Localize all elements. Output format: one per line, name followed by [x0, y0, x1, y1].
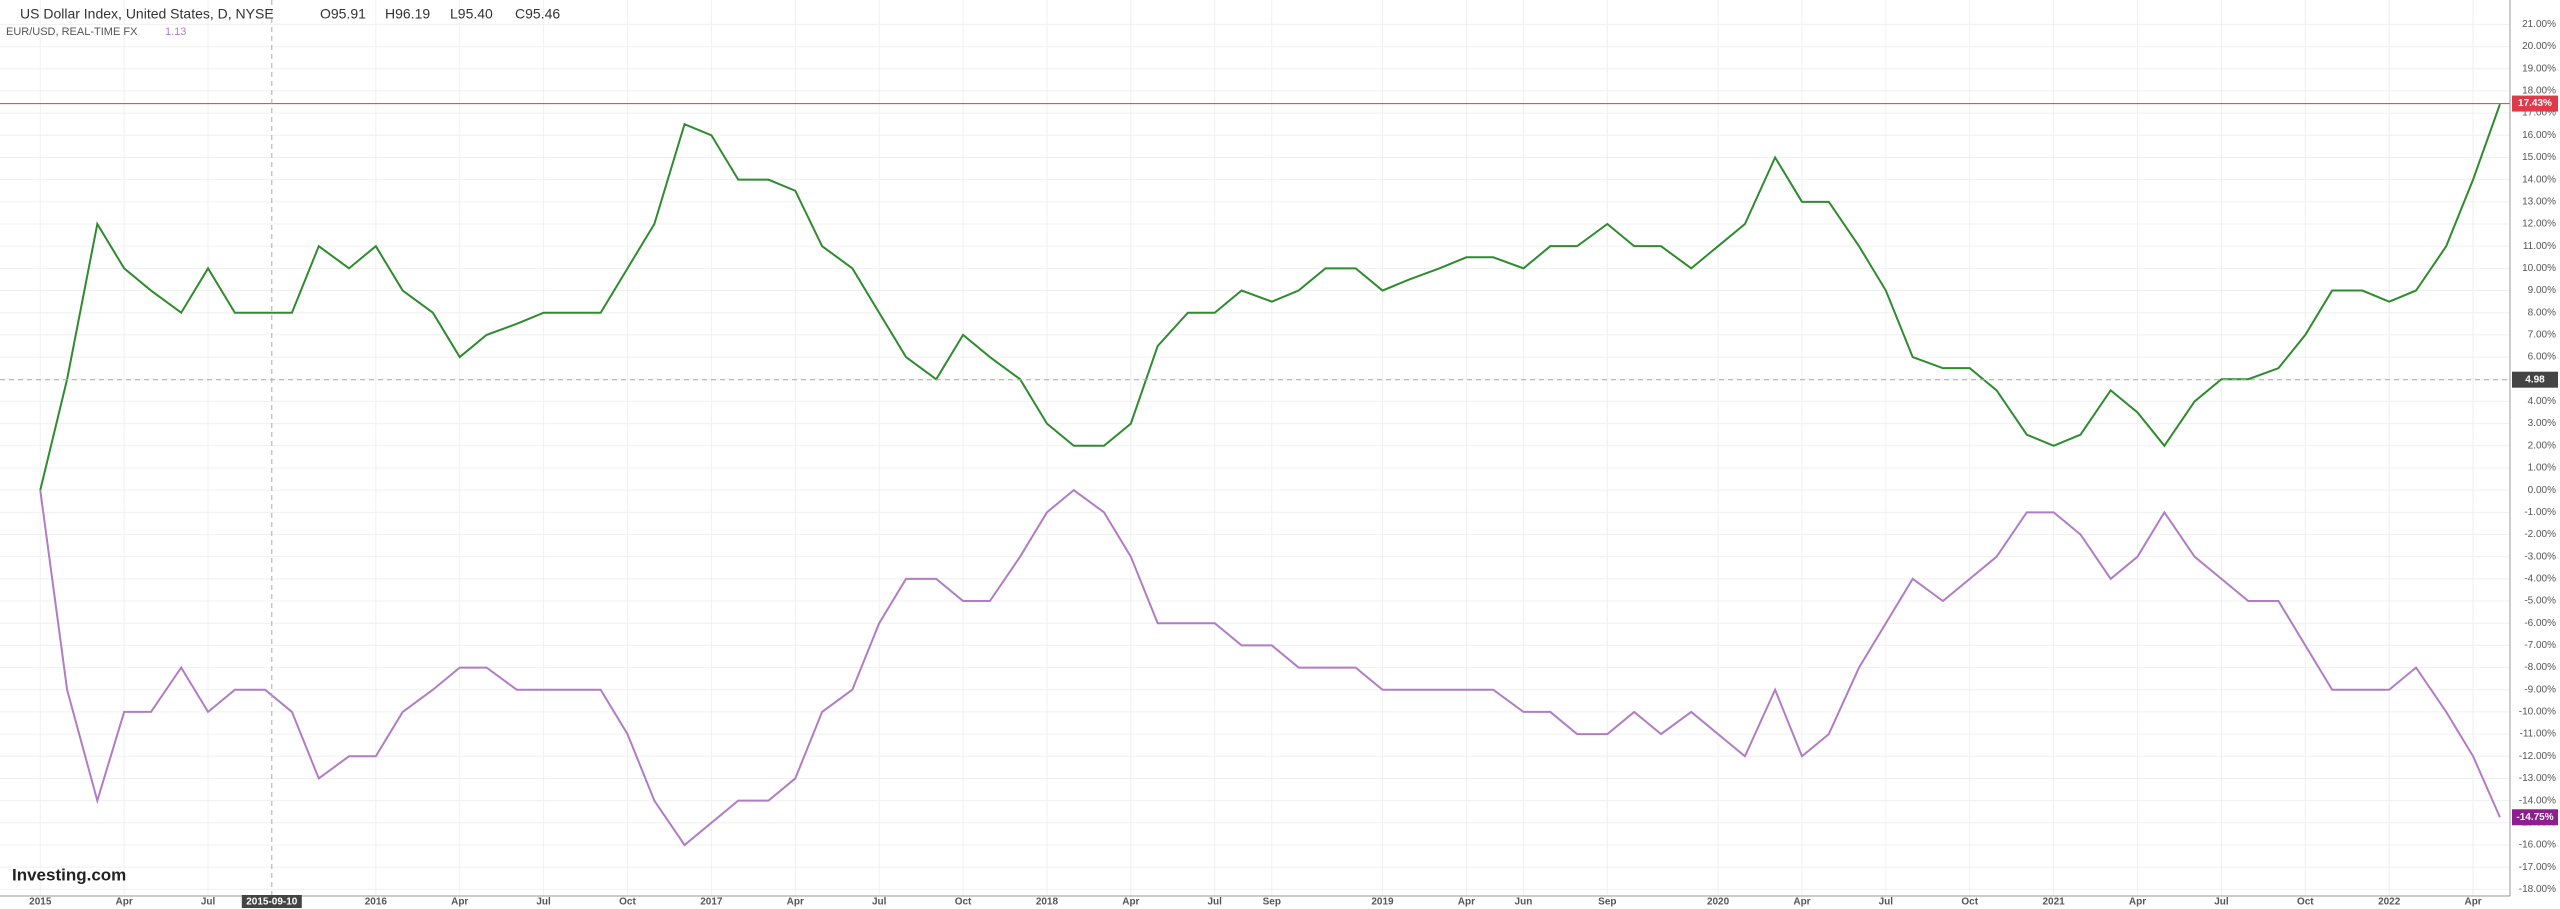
y-tick-label: -14.00%: [2519, 795, 2556, 806]
y-tick-label: -4.00%: [2524, 573, 2556, 584]
y-tick-label: -6.00%: [2524, 618, 2556, 629]
x-tick-label: Jul: [1208, 897, 1223, 908]
x-tick-label: Jul: [201, 897, 216, 908]
price-tag: [2512, 95, 2558, 112]
x-tick-label: 2015: [29, 897, 52, 908]
x-tick-label: Apr: [1458, 897, 1475, 908]
price-tag-label: 17.43%: [2518, 98, 2552, 109]
x-tick-label: 2017: [700, 897, 723, 908]
x-tick-label: Apr: [1793, 897, 1810, 908]
y-tick-label: 8.00%: [2528, 307, 2556, 318]
y-tick-label: 3.00%: [2528, 418, 2556, 429]
ohlc-low: L95.40: [450, 6, 493, 22]
crosshair-x-label: 2015-09-10: [246, 897, 298, 908]
crosshair-tag-label: 4.98: [2525, 374, 2545, 385]
x-tick-label: Jul: [2214, 897, 2229, 908]
series-line: [39, 488, 2501, 847]
chart-title: US Dollar Index, United States, D, NYSE: [20, 6, 274, 22]
x-tick-label: Jul: [536, 897, 551, 908]
y-tick-label: 20.00%: [2522, 41, 2556, 52]
x-tick-label: 2019: [1371, 897, 1394, 908]
crosshair-x-tag: [241, 895, 302, 908]
y-tick-label: -9.00%: [2524, 684, 2556, 695]
y-tick-label: 19.00%: [2522, 63, 2556, 74]
x-tick-label: Sep: [1598, 897, 1616, 908]
x-tick-label: Sep: [1263, 897, 1281, 908]
y-tick-label: 14.00%: [2522, 174, 2556, 185]
logo: Investing.com: [12, 865, 126, 884]
y-tick-label: 10.00%: [2522, 263, 2556, 274]
subtitle: EUR/USD, REAL-TIME FX: [6, 26, 138, 38]
x-tick-label: Oct: [955, 897, 972, 908]
x-tick-label: Jul: [872, 897, 887, 908]
y-tick-label: -16.00%: [2519, 840, 2556, 851]
y-tick-label: 21.00%: [2522, 19, 2556, 30]
y-tick-label: 17.00%: [2522, 108, 2556, 119]
y-tick-label: -7.00%: [2524, 640, 2556, 651]
x-tick-label: Oct: [1961, 897, 1978, 908]
ohlc-open: O95.91: [320, 6, 366, 22]
x-tick-label: Oct: [2297, 897, 2314, 908]
crosshair-tag: [2512, 371, 2558, 388]
x-tick-label: 2016: [365, 897, 388, 908]
y-tick-label: 13.00%: [2522, 196, 2556, 207]
x-tick-label: Jul: [1879, 897, 1894, 908]
y-tick-label: 7.00%: [2528, 330, 2556, 341]
y-tick-label: -13.00%: [2519, 773, 2556, 784]
y-tick-label: 4.00%: [2528, 396, 2556, 407]
x-tick-label: 2021: [2043, 897, 2066, 908]
series-line: [39, 103, 2501, 491]
y-tick-label: -8.00%: [2524, 662, 2556, 673]
subtitle-value: 1.13: [165, 26, 186, 38]
y-tick-label: 2.00%: [2528, 440, 2556, 451]
y-tick-label: -5.00%: [2524, 596, 2556, 607]
x-tick-label: Apr: [787, 897, 804, 908]
y-tick-label: -11.00%: [2519, 729, 2556, 740]
y-tick-label: 1.00%: [2528, 463, 2556, 474]
y-tick-label: -17.00%: [2519, 862, 2556, 873]
x-tick-label: Oct: [619, 897, 636, 908]
y-tick-label: -10.00%: [2519, 707, 2556, 718]
y-tick-label: 12.00%: [2522, 219, 2556, 230]
y-tick-label: 15.00%: [2522, 152, 2556, 163]
y-tick-label: -2.00%: [2524, 529, 2556, 540]
y-tick-label: 11.00%: [2523, 241, 2556, 252]
last-value-tag: [2512, 809, 2558, 826]
x-tick-label: Apr: [2129, 897, 2146, 908]
y-tick-label: -12.00%: [2519, 751, 2556, 762]
x-tick-label: Apr: [1122, 897, 1139, 908]
y-tick-label: -3.00%: [2524, 551, 2556, 562]
ohlc-high: H96.19: [385, 6, 430, 22]
x-tick-label: Apr: [2464, 897, 2481, 908]
y-tick-label: 6.00%: [2528, 352, 2556, 363]
x-tick-label: Jun: [1515, 897, 1533, 908]
ohlc-close: C95.46: [515, 6, 560, 22]
last-value-label: -14.75%: [2516, 812, 2553, 823]
x-tick-label: Apr: [116, 897, 133, 908]
y-tick-label: 18.00%: [2522, 86, 2556, 97]
x-tick-label: Apr: [451, 897, 468, 908]
y-tick-label: -1.00%: [2524, 507, 2556, 518]
x-tick-label: 2020: [1707, 897, 1730, 908]
x-tick-label: 2022: [2378, 897, 2401, 908]
y-tick-label: -18.00%: [2519, 884, 2556, 895]
y-tick-label: 16.00%: [2522, 130, 2556, 141]
y-tick-label: 9.00%: [2528, 285, 2556, 296]
x-tick-label: 2018: [1036, 897, 1059, 908]
y-tick-label: 0.00%: [2528, 485, 2556, 496]
